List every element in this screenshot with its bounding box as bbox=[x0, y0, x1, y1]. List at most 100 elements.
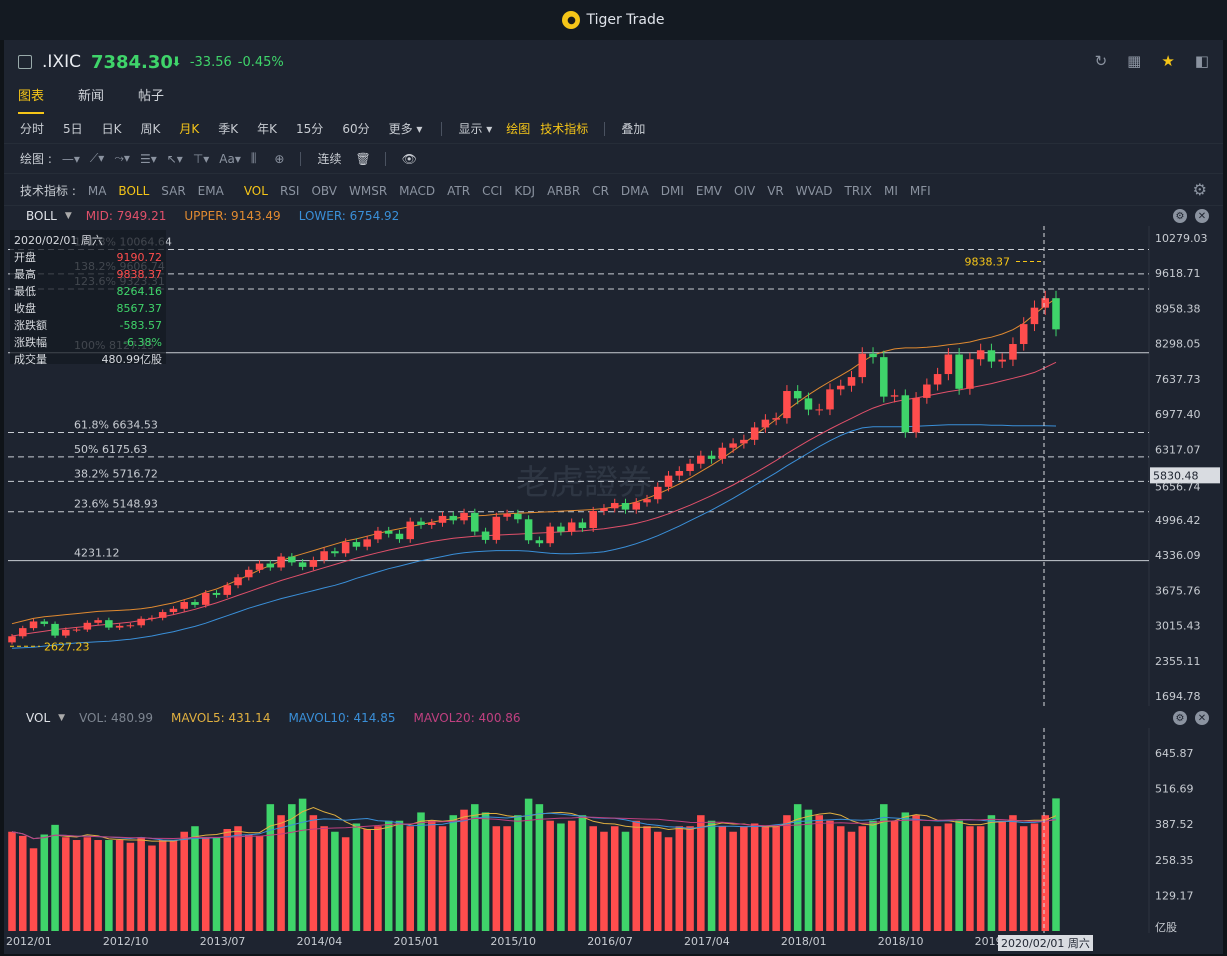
candle-body bbox=[8, 636, 16, 643]
indicator-cci[interactable]: CCI bbox=[482, 183, 503, 198]
vol-header: VOL ▼ VOL: 480.99 MAVOL5: 431.14 MAVOL10… bbox=[4, 708, 1223, 728]
period-5d[interactable]: 5日 bbox=[63, 122, 83, 136]
indicator-dmi[interactable]: DMI bbox=[660, 183, 684, 198]
refresh-icon[interactable]: ↻ bbox=[1094, 52, 1108, 70]
indicator-macd[interactable]: MACD bbox=[399, 183, 436, 198]
indicator-ma[interactable]: MA bbox=[87, 183, 107, 198]
indicator-wvad[interactable]: WVAD bbox=[795, 183, 833, 198]
volume-bar bbox=[417, 812, 425, 931]
panel-toggle-icon[interactable]: ◧ bbox=[1194, 52, 1209, 70]
indicator-emv[interactable]: EMV bbox=[695, 183, 723, 198]
bars-tool-icon[interactable]: ⫼ bbox=[250, 151, 257, 165]
trend-tool-icon[interactable]: ⟋▾ bbox=[89, 151, 105, 165]
price-chart[interactable]: 老虎證券161.8% 10064.64138.2% 9606.74123.6% … bbox=[4, 226, 1223, 706]
volume-bar bbox=[83, 837, 92, 931]
volume-bar bbox=[1041, 815, 1050, 931]
candle-body bbox=[524, 519, 533, 541]
candle-body bbox=[610, 503, 619, 509]
candle-body bbox=[115, 625, 124, 628]
period-15min[interactable]: 15分 bbox=[296, 122, 324, 136]
indicator-sar[interactable]: SAR bbox=[161, 183, 186, 198]
volume-bar bbox=[890, 820, 899, 931]
period-yearly[interactable]: 年K bbox=[257, 122, 278, 136]
fib-tool-icon[interactable]: ☰▾ bbox=[139, 151, 157, 166]
period-more-dropdown[interactable]: 更多 ▾ bbox=[388, 122, 423, 136]
period-monthly[interactable]: 月K bbox=[179, 122, 200, 136]
candle-body bbox=[180, 602, 188, 609]
line-tool-icon[interactable]: —▾ bbox=[61, 151, 80, 166]
content-tabs: 图表 新闻 帖子 bbox=[4, 84, 1223, 114]
info-row: 成交量 480.99亿股 bbox=[14, 351, 162, 368]
indicator-kdj[interactable]: KDJ bbox=[514, 183, 536, 198]
vol-tick-label: 387.52 bbox=[1155, 818, 1194, 831]
eye-icon[interactable]: 👁 bbox=[401, 151, 417, 166]
close-icon[interactable]: ✕ bbox=[1195, 209, 1209, 223]
period-intraday[interactable]: 分时 bbox=[20, 122, 45, 136]
indicator-wmsr[interactable]: WMSR bbox=[348, 183, 388, 198]
indicator-atr[interactable]: ATR bbox=[447, 183, 471, 198]
grid-icon[interactable]: ▦ bbox=[1127, 52, 1142, 70]
candle-body bbox=[880, 357, 888, 397]
indicator-ema[interactable]: EMA bbox=[197, 183, 224, 198]
sidebar-toggle-icon[interactable] bbox=[18, 55, 32, 69]
volume-chart[interactable]: 645.87 516.69 387.52 258.35 129.17 亿股 bbox=[4, 728, 1223, 933]
time-tick-label: 2017/04 bbox=[684, 935, 730, 948]
volume-bar bbox=[94, 840, 102, 931]
time-tick-label: 2015/10 bbox=[490, 935, 537, 948]
mavol20-line bbox=[11, 816, 1057, 840]
continuous-toggle[interactable]: 连续 bbox=[317, 152, 342, 166]
indicator-rsi[interactable]: RSI bbox=[279, 183, 300, 198]
volume-bar bbox=[148, 845, 156, 931]
vol-tick-label: 129.17 bbox=[1155, 889, 1194, 902]
indicator-mfi[interactable]: MFI bbox=[909, 183, 931, 198]
indicators-button[interactable]: 技术指标 bbox=[540, 122, 589, 136]
indicator-oiv[interactable]: OIV bbox=[734, 183, 756, 198]
gear-icon[interactable]: ⚙ bbox=[1173, 209, 1187, 223]
candle-body bbox=[976, 350, 985, 360]
info-row: 开盘 9190.72 bbox=[14, 249, 162, 266]
tab-posts[interactable]: 帖子 bbox=[138, 89, 165, 104]
indicator-cr[interactable]: CR bbox=[592, 183, 609, 198]
arrow-tool-icon[interactable]: ↖▾ bbox=[166, 151, 183, 166]
indicator-vol[interactable]: VOL bbox=[243, 183, 268, 198]
tab-chart[interactable]: 图表 bbox=[18, 84, 45, 114]
period-daily[interactable]: 日K bbox=[101, 122, 122, 136]
volume-bar bbox=[266, 804, 275, 931]
indicator-vr[interactable]: VR bbox=[767, 183, 784, 198]
volume-bar bbox=[1009, 815, 1017, 931]
overlay-button[interactable]: 叠加 bbox=[621, 122, 646, 136]
close-icon[interactable]: ✕ bbox=[1195, 711, 1209, 725]
wave-tool-icon[interactable]: ⤳▾ bbox=[114, 151, 130, 165]
candle-body bbox=[352, 542, 361, 547]
price-tick-label: 8958.38 bbox=[1155, 302, 1201, 315]
tab-news[interactable]: 新闻 bbox=[78, 89, 105, 104]
indicator-arbr[interactable]: ARBR bbox=[547, 183, 581, 198]
divider bbox=[441, 121, 443, 136]
indicator-mi[interactable]: MI bbox=[883, 183, 898, 198]
display-dropdown[interactable]: 显示 ▾ bbox=[458, 122, 493, 136]
zoom-icon[interactable]: ⊕ bbox=[274, 151, 285, 166]
header-actions: ↻ ▦ ★ ◧ bbox=[1095, 52, 1209, 70]
info-key: 涨跌额 bbox=[14, 319, 47, 332]
period-quarterly[interactable]: 季K bbox=[218, 122, 239, 136]
settings-gear-icon[interactable]: ⚙ bbox=[1192, 180, 1207, 199]
draw-button[interactable]: 绘图 bbox=[506, 122, 531, 136]
trash-icon[interactable]: 🗑 bbox=[355, 151, 371, 166]
favorite-star-icon[interactable]: ★ bbox=[1161, 52, 1175, 70]
volume-bar bbox=[298, 798, 307, 931]
chevron-down-icon[interactable]: ▼ bbox=[58, 713, 66, 723]
indicator-dma[interactable]: DMA bbox=[620, 183, 649, 198]
indicator-boll[interactable]: BOLL bbox=[118, 183, 150, 198]
candle-body bbox=[191, 602, 199, 605]
period-60min[interactable]: 60分 bbox=[342, 122, 370, 136]
indicator-obv[interactable]: OBV bbox=[311, 183, 337, 198]
candle-body bbox=[341, 542, 350, 554]
text-tool-icon[interactable]: Aa▾ bbox=[219, 151, 241, 166]
indicator-trix[interactable]: TRIX bbox=[844, 183, 872, 198]
gear-icon[interactable]: ⚙ bbox=[1173, 711, 1187, 725]
measure-tool-icon[interactable]: ⊤▾ bbox=[192, 151, 210, 166]
candle-body bbox=[761, 419, 770, 428]
drawing-toolbar: 绘图 : —▾ ⟋▾ ⤳▾ ☰▾ ↖▾ ⊤▾ Aa▾ ⫼ ⊕ 连续 🗑 👁 bbox=[4, 144, 1223, 174]
period-weekly[interactable]: 周K bbox=[140, 122, 161, 136]
chevron-down-icon[interactable]: ▼ bbox=[64, 211, 72, 221]
